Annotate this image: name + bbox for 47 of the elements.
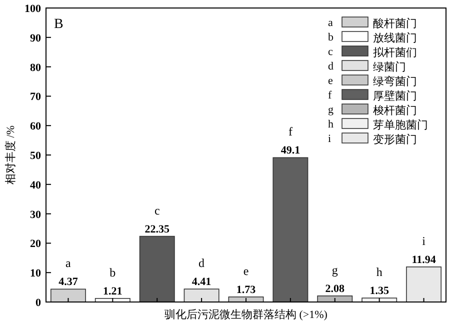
x-axis-title: 驯化后污泥微生物群落结构 (>1%) [164, 308, 328, 321]
y-tick-label: 70 [30, 91, 42, 104]
data-label: 2.08 [325, 282, 346, 295]
legend-label: 放线菌门 [373, 32, 417, 44]
category-label: d [328, 60, 334, 72]
data-label: 4.37 [58, 276, 78, 288]
data-label: 11.94 [412, 254, 436, 266]
x-tick-label: h [376, 265, 382, 280]
data-label: 4.41 [192, 276, 212, 288]
x-tick-label: a [66, 256, 72, 270]
y-tick-label: 90 [30, 32, 42, 44]
category-label: i [328, 133, 332, 145]
data-label: 49.1 [280, 144, 300, 157]
legend-label: 绿弯菌门 [373, 75, 417, 88]
x-tick-label: b [110, 265, 116, 280]
legend-label: 梭杆菌门 [373, 104, 417, 117]
data-label: 1.21 [103, 285, 122, 298]
y-tick-label: 80 [30, 62, 42, 74]
y-tick-label: 30 [30, 208, 42, 221]
data-label: 1.73 [236, 284, 256, 296]
data-label: 22.35 [144, 223, 170, 236]
category-label: c [328, 46, 333, 58]
x-tick-label: e [243, 264, 249, 278]
legend-label: 酸杆菌门 [373, 17, 417, 30]
y-tick-label: 20 [30, 238, 42, 250]
category-label: e [328, 75, 333, 87]
category-label: h [328, 118, 334, 130]
x-tick-label: d [198, 256, 205, 270]
category-label: f [328, 90, 332, 102]
legend-label: 拟杆菌们 [373, 46, 417, 59]
y-tick-label: 50 [30, 150, 42, 162]
x-tick-label: g [332, 262, 338, 277]
text: B [54, 17, 64, 32]
legend-label: 绿菌门 [373, 60, 406, 74]
category-label: b [328, 32, 334, 44]
y-axis-title: 相对丰度 /% [4, 126, 17, 184]
y-tick-label: 0 [36, 297, 42, 309]
category-label: g [328, 104, 334, 116]
y-tick-label: 10 [30, 268, 42, 280]
y-tick-label: 100 [24, 3, 42, 15]
y-tick-label: 60 [30, 120, 42, 133]
legend-label: 厚壁菌门 [373, 90, 417, 102]
legend-label: 芽单胞菌门 [373, 118, 428, 132]
legend-label: 变形菌门 [373, 133, 417, 146]
category-label: a [328, 17, 333, 29]
data-label: 1.35 [370, 285, 390, 298]
y-tick-label: 40 [30, 179, 42, 192]
